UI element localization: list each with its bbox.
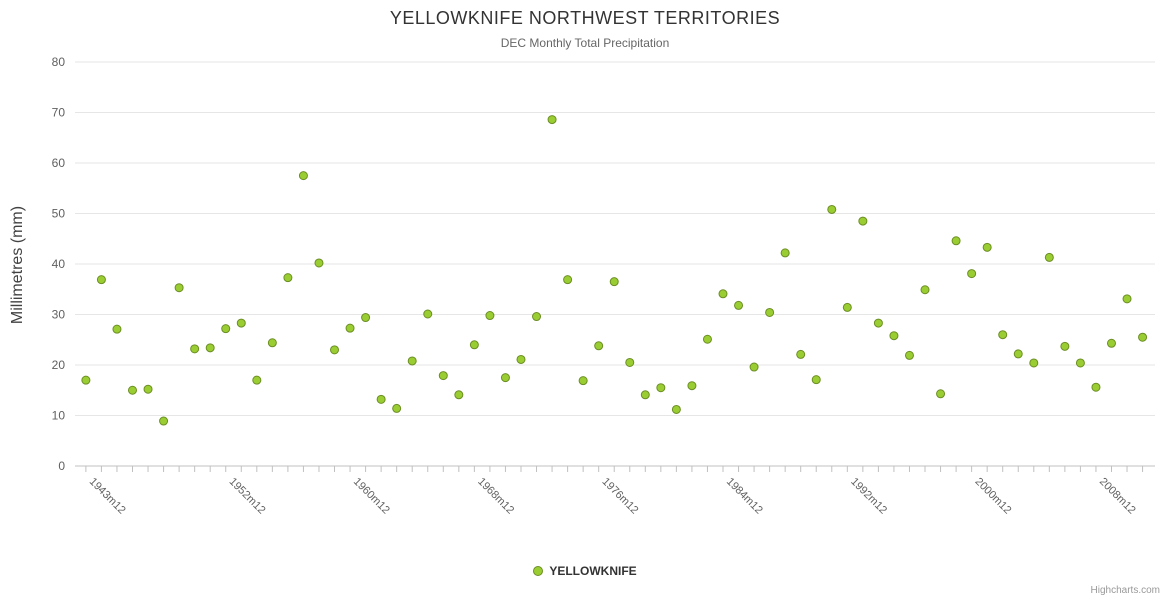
data-point[interactable] xyxy=(252,375,262,385)
data-point[interactable] xyxy=(967,269,977,279)
x-axis-tick-label: 1952m12 xyxy=(227,476,268,517)
data-point[interactable] xyxy=(345,323,355,333)
data-point[interactable] xyxy=(687,381,697,391)
data-point[interactable] xyxy=(1013,349,1023,359)
y-axis-tick-label: 20 xyxy=(52,358,66,372)
data-point[interactable] xyxy=(1060,341,1070,351)
data-point[interactable] xyxy=(81,375,91,385)
data-point[interactable] xyxy=(1122,294,1132,304)
data-point[interactable] xyxy=(1106,338,1116,348)
y-axis-tick-label: 80 xyxy=(52,55,66,69)
data-point[interactable] xyxy=(127,385,137,395)
data-point[interactable] xyxy=(625,357,635,367)
data-point[interactable] xyxy=(827,204,837,214)
chart-subtitle: DEC Monthly Total Precipitation xyxy=(500,36,670,50)
data-point[interactable] xyxy=(96,275,106,285)
data-point[interactable] xyxy=(547,115,557,125)
y-axis-tick-label: 70 xyxy=(52,106,66,120)
data-point[interactable] xyxy=(516,354,526,364)
data-point[interactable] xyxy=(376,394,386,404)
data-point[interactable] xyxy=(796,349,806,359)
data-point[interactable] xyxy=(594,341,604,351)
data-point[interactable] xyxy=(765,307,775,317)
data-point[interactable] xyxy=(780,248,790,258)
data-point[interactable] xyxy=(205,343,215,353)
data-point[interactable] xyxy=(407,356,417,366)
data-point[interactable] xyxy=(656,383,666,393)
data-point[interactable] xyxy=(858,216,868,226)
data-point[interactable] xyxy=(454,390,464,400)
data-point[interactable] xyxy=(998,330,1008,340)
legend-item-label: YELLOWKNIFE xyxy=(549,564,637,578)
highcharts-credits-link[interactable]: Highcharts.com xyxy=(1090,585,1160,596)
data-point[interactable] xyxy=(811,375,821,385)
data-point[interactable] xyxy=(842,302,852,312)
data-point[interactable] xyxy=(671,404,681,414)
legend-marker-icon xyxy=(533,566,544,576)
data-point[interactable] xyxy=(392,403,402,413)
data-point[interactable] xyxy=(640,390,650,400)
data-point[interactable] xyxy=(112,324,122,334)
data-point[interactable] xyxy=(889,331,899,341)
data-point[interactable] xyxy=(936,389,946,399)
data-point[interactable] xyxy=(734,300,744,310)
data-point[interactable] xyxy=(236,318,246,328)
x-axis-tick-label: 2000m12 xyxy=(973,476,1014,517)
legend-item-yellowknife[interactable]: YELLOWKNIFE xyxy=(533,564,637,578)
data-point[interactable] xyxy=(749,362,759,372)
x-axis-tick-label: 1992m12 xyxy=(848,476,889,517)
data-point[interactable] xyxy=(1138,332,1148,342)
legend: YELLOWKNIFE xyxy=(0,564,1170,578)
data-point[interactable] xyxy=(267,338,277,348)
y-axis-tick-label: 30 xyxy=(52,308,66,322)
x-axis-tick-label: 1943m12 xyxy=(87,476,128,517)
y-axis-tick-label: 60 xyxy=(52,156,66,170)
data-point[interactable] xyxy=(143,384,153,394)
data-point[interactable] xyxy=(1075,358,1085,368)
data-point[interactable] xyxy=(298,171,308,181)
data-point[interactable] xyxy=(702,334,712,344)
x-axis-tick-label: 1960m12 xyxy=(351,476,392,517)
data-point[interactable] xyxy=(609,277,619,287)
data-point[interactable] xyxy=(330,345,340,355)
data-point[interactable] xyxy=(920,285,930,295)
x-axis-tick-label: 1984m12 xyxy=(724,476,765,517)
y-axis-tick-label: 40 xyxy=(52,257,66,271)
y-axis-tick-label: 0 xyxy=(58,459,65,473)
data-point[interactable] xyxy=(951,236,961,246)
chart-title: YELLOWKNIFE NORTHWEST TERRITORIES xyxy=(389,8,781,28)
data-point[interactable] xyxy=(1029,358,1039,368)
data-point[interactable] xyxy=(174,283,184,293)
data-point[interactable] xyxy=(873,318,883,328)
data-point[interactable] xyxy=(500,373,510,383)
y-axis-tick-label: 10 xyxy=(52,409,66,423)
data-point[interactable] xyxy=(469,340,479,350)
data-point[interactable] xyxy=(438,371,448,381)
data-point[interactable] xyxy=(718,289,728,299)
data-point[interactable] xyxy=(563,275,573,285)
data-point[interactable] xyxy=(1091,382,1101,392)
data-point[interactable] xyxy=(159,416,169,426)
x-axis-tick-label: 2008m12 xyxy=(1097,476,1138,517)
x-axis-tick-label: 1976m12 xyxy=(600,476,641,517)
data-point[interactable] xyxy=(190,344,200,354)
data-point[interactable] xyxy=(314,258,324,268)
data-point[interactable] xyxy=(423,309,433,319)
data-point[interactable] xyxy=(532,312,542,322)
data-point[interactable] xyxy=(1044,252,1054,262)
data-point[interactable] xyxy=(578,376,588,386)
data-point[interactable] xyxy=(982,242,992,252)
data-point[interactable] xyxy=(221,324,231,334)
y-axis-tick-label: 50 xyxy=(52,207,66,221)
data-point[interactable] xyxy=(361,313,371,323)
x-axis-tick-label: 1968m12 xyxy=(475,476,516,517)
data-point[interactable] xyxy=(283,273,293,283)
data-point[interactable] xyxy=(904,350,914,360)
data-point[interactable] xyxy=(485,311,495,321)
